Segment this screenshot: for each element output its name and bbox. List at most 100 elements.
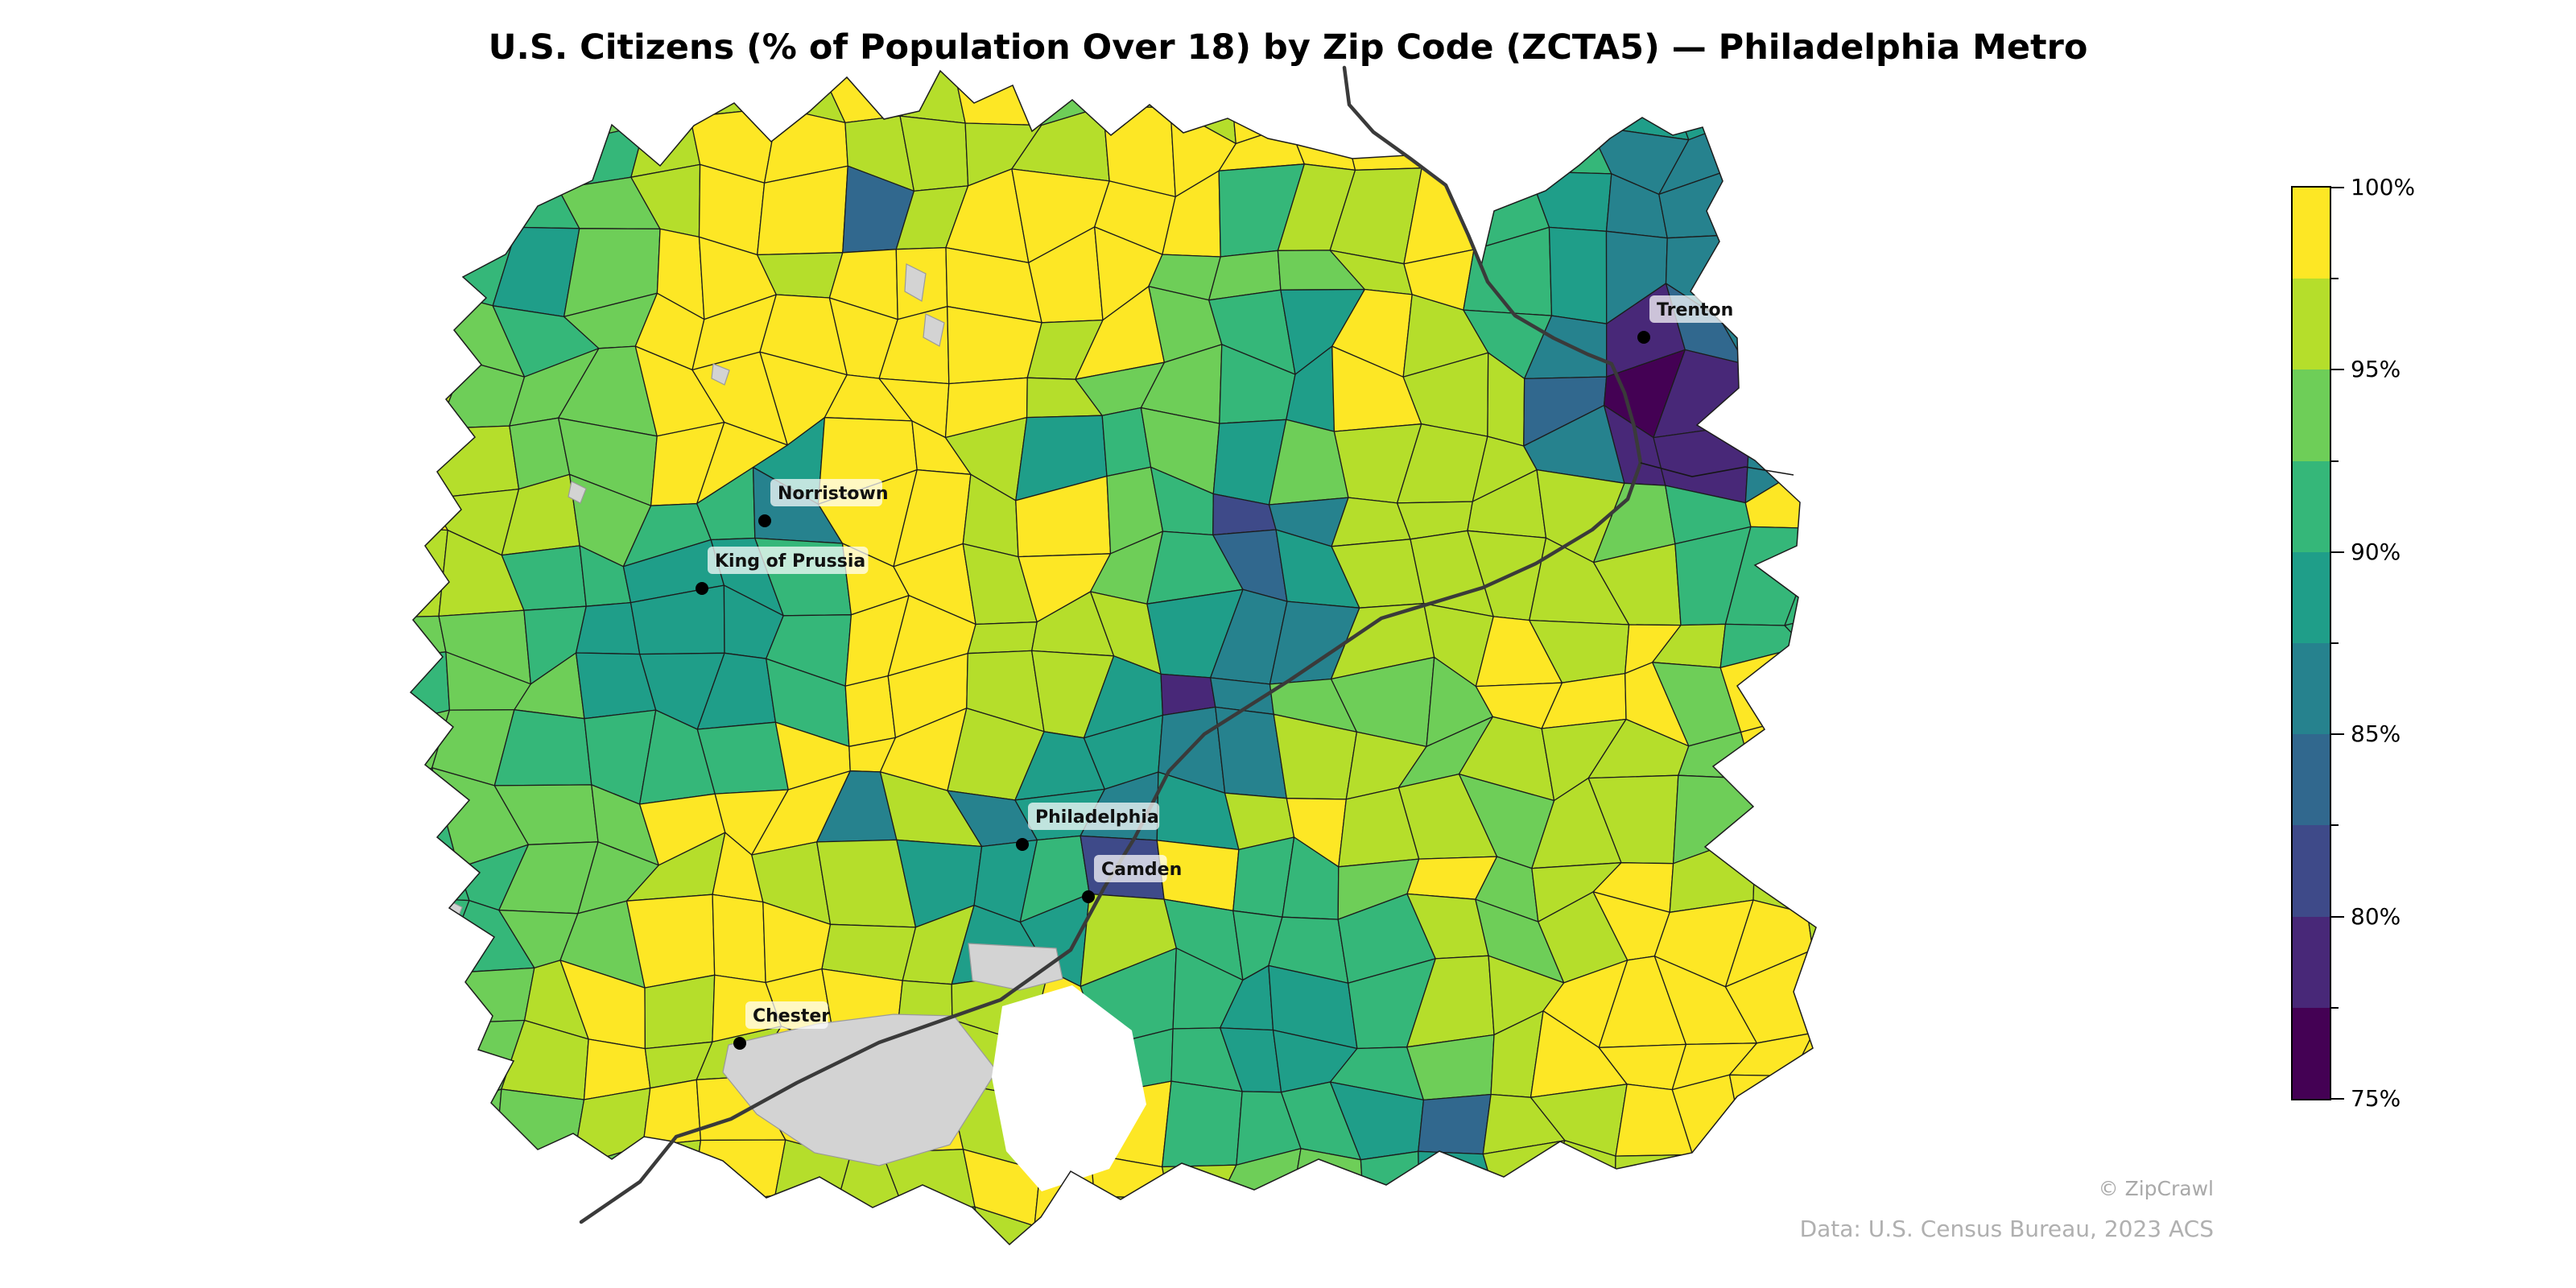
colorbar-tick-label: 90% <box>2351 538 2401 565</box>
zcta-cell <box>1791 1074 1816 1170</box>
zcta-cell <box>1528 118 1612 175</box>
zcta-cell <box>889 1252 984 1288</box>
zcta-cell <box>411 1022 457 1106</box>
colorbar-bin <box>2293 369 2330 461</box>
zcta-cell <box>970 1252 1035 1288</box>
zcta-cell <box>411 247 444 309</box>
colorbar-bin <box>2293 188 2330 279</box>
zcta-cell <box>1857 795 1934 864</box>
colorbar-bin <box>2293 734 2330 826</box>
zcta-cell <box>1866 134 1937 196</box>
zcta-cell <box>1587 71 1690 141</box>
zcta-cell <box>1678 1221 1752 1245</box>
zcta-cell <box>844 675 897 747</box>
no-data-area <box>722 1013 997 1166</box>
zcta-cell <box>411 956 452 1038</box>
zcta-cell <box>567 1265 653 1288</box>
zcta-cell <box>411 72 463 138</box>
zcta-cell <box>517 1265 580 1288</box>
colorbar-bin <box>2293 460 2330 552</box>
city-label: King of Prussia <box>715 551 865 572</box>
city-label: Norristown <box>778 484 888 504</box>
zcta-cell <box>1719 114 1798 174</box>
zcta-cell <box>1880 712 1930 801</box>
city-label-box <box>1094 855 1167 882</box>
zcta-cell <box>1796 172 1816 258</box>
zcta-cell <box>1678 1143 1752 1226</box>
zcta-cell <box>1332 1271 1423 1288</box>
zcta-cell <box>1752 833 1816 914</box>
zcta-cell <box>435 71 497 138</box>
zcta-cell <box>1721 171 1802 258</box>
zcta-cell <box>1098 1250 1170 1288</box>
zcta-cell <box>411 497 448 531</box>
zcta-cell <box>1806 848 1816 914</box>
zcta-cell <box>411 291 465 369</box>
colorbar-tick-label: 95% <box>2351 356 2401 383</box>
zcta-cell <box>644 974 716 1050</box>
source-note: Data: U.S. Census Bureau, 2023 ACS <box>1799 1216 2214 1242</box>
colorbar-tick-label: 85% <box>2351 720 2401 748</box>
zcta-cell <box>1859 45 1937 137</box>
city-marker-norristown: Norristown <box>758 479 888 527</box>
zcta-cell <box>1671 1257 1727 1288</box>
zcta-cell <box>1797 716 1816 802</box>
zcta-cell <box>1849 407 1951 475</box>
zcta-cell <box>431 1088 502 1158</box>
zcta-cell <box>1278 1191 1368 1245</box>
colorbar-tick-label: 100% <box>2351 174 2416 200</box>
zcta-cell <box>1874 553 1943 604</box>
no-data-area <box>711 363 730 386</box>
zcta-cell <box>1724 1265 1811 1288</box>
zcta-cell <box>1723 1221 1812 1245</box>
zcta-cell <box>431 1137 533 1193</box>
zcta-cell <box>1793 114 1816 196</box>
zcta-cell <box>1807 464 1816 554</box>
zcta-cell <box>691 1139 786 1208</box>
city-marker-king-of-prussia: King of Prussia <box>696 547 869 595</box>
zcta-cell <box>1784 527 1816 626</box>
zcta-cell <box>411 615 447 660</box>
zcta-cell <box>1812 949 1816 1036</box>
zcta-cell <box>411 419 440 501</box>
zcta-cell <box>1752 778 1816 849</box>
zcta-cell <box>411 526 448 618</box>
zcta-cell <box>1854 1075 1938 1150</box>
zcta-cell <box>1614 1154 1694 1227</box>
zcta-cell <box>691 1195 776 1245</box>
city-marker-trenton: Trenton <box>1637 295 1733 344</box>
colorbar-bin <box>2293 825 2330 917</box>
zcta-cell <box>1806 788 1816 862</box>
colorbar-bin <box>2293 279 2330 370</box>
zcta-cell <box>1860 1251 1943 1288</box>
city-marker-philadelphia: Philadelphia <box>1016 803 1160 851</box>
zcta-cell <box>1482 1140 1566 1231</box>
zcta-cell <box>1463 226 1553 316</box>
zcta-cell <box>1480 1260 1561 1288</box>
city-label: Chester <box>753 1006 830 1026</box>
zcta-cell <box>516 1191 589 1245</box>
zcta-cell <box>1742 1143 1816 1224</box>
colorbar-bin <box>2293 642 2330 735</box>
zcta-cell <box>1228 71 1290 145</box>
zcta-cell <box>1849 978 1942 1035</box>
zcta-cell <box>1538 71 1595 126</box>
colorbar <box>2291 186 2331 1100</box>
colorbar-tick <box>2331 733 2344 736</box>
zcta-cell <box>1847 1146 1938 1224</box>
city-dot <box>696 582 708 595</box>
zcta-cell <box>440 1188 533 1245</box>
zcta-cell <box>1851 897 1947 987</box>
zcta-cell <box>495 1156 589 1222</box>
colorbar-tick <box>2331 278 2339 280</box>
zcta-cell <box>1876 167 1937 256</box>
zcta-cell <box>1852 291 1938 373</box>
city-label-box <box>745 1001 828 1029</box>
zcta-cell <box>1407 1260 1484 1288</box>
city-dot <box>1082 890 1095 903</box>
zcta-mosaic <box>411 45 1951 1288</box>
zcta-cell <box>1672 774 1757 865</box>
metro-outline <box>409 69 1817 1246</box>
zcta-cell <box>575 601 641 655</box>
